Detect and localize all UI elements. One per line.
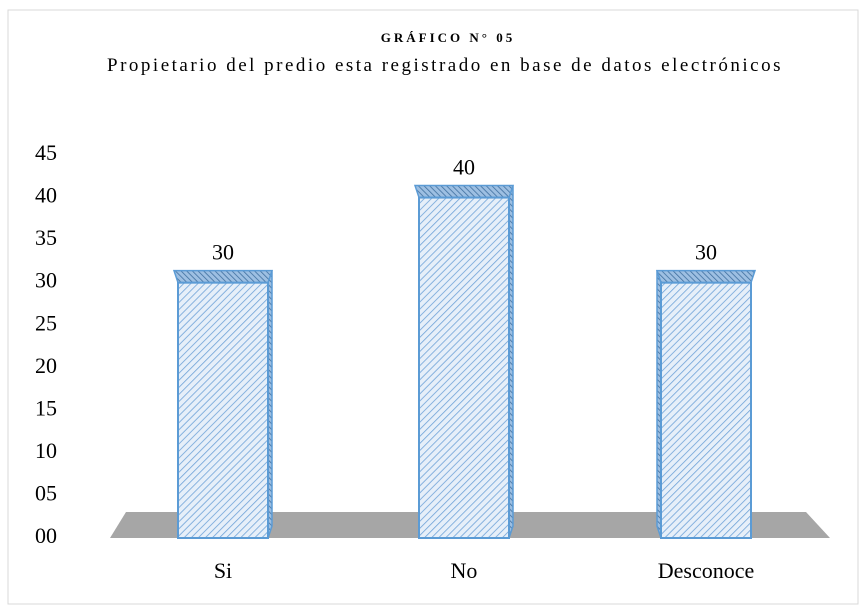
x-tick-label: Si — [214, 558, 232, 583]
y-tick-label: 15 — [35, 395, 57, 420]
y-tick-label: 40 — [35, 183, 57, 208]
data-label: 40 — [453, 155, 475, 180]
y-tick-label: 35 — [35, 225, 57, 250]
bar — [418, 196, 510, 540]
bar-top — [172, 269, 274, 284]
chart-border — [7, 9, 859, 605]
y-tick-label: 25 — [35, 310, 57, 335]
x-tick-label: No — [451, 558, 478, 583]
y-tick-label: 05 — [35, 480, 57, 505]
chart-subtitle: Propietario del predio esta registrado e… — [107, 55, 783, 76]
y-tick-label: 30 — [35, 268, 57, 293]
bar — [660, 281, 752, 539]
bar-top — [413, 184, 515, 199]
y-tick-label: 20 — [35, 353, 57, 378]
bar-top — [655, 269, 757, 284]
chart-title: GRÁFICO N° 05 — [380, 30, 516, 45]
x-tick-label: Desconoce — [658, 558, 755, 583]
bar — [177, 281, 269, 539]
data-label: 30 — [212, 240, 234, 265]
y-tick-label: 00 — [35, 523, 57, 548]
data-label: 30 — [695, 240, 717, 265]
y-tick-label: 45 — [35, 140, 57, 165]
y-tick-label: 10 — [35, 438, 57, 463]
